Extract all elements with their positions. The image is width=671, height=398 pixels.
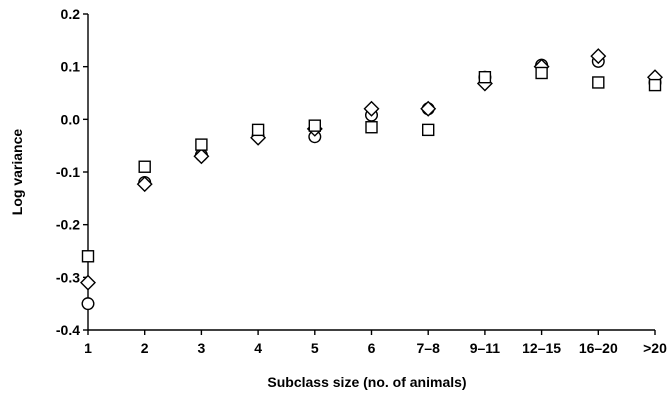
- point-square-5: [365, 121, 378, 134]
- y-tick-label-0: -0.4: [56, 322, 80, 338]
- point-diamond-0: [80, 274, 96, 291]
- x-tick-label-5: 6: [368, 340, 376, 356]
- point-square-2: [195, 138, 208, 151]
- x-tick-label-1: 2: [141, 340, 149, 356]
- data-points: [80, 48, 663, 311]
- point-diamond-1: [136, 176, 153, 193]
- x-tick-label-3: 4: [254, 340, 262, 356]
- y-tick-label-1: -0.3: [56, 269, 80, 285]
- y-tick-label-6: 0.2: [61, 6, 81, 22]
- x-tick-label-7: 9–11: [470, 340, 501, 356]
- x-tick-label-10: >20: [643, 340, 667, 356]
- y-ticks: -0.4 -0.3 -0.2 -0.1 0.0 0.1 0.2: [56, 6, 88, 338]
- y-axis-title: Log variance: [9, 129, 25, 216]
- point-square-10: [648, 78, 662, 92]
- point-diamond-2: [193, 148, 210, 165]
- point-square-4: [308, 119, 321, 132]
- x-tick-label-4: 5: [311, 340, 319, 356]
- point-circle-0: [81, 297, 95, 311]
- point-square-8: [535, 66, 548, 80]
- x-tick-label-9: 16–20: [579, 340, 618, 356]
- x-tick-label-8: 12–15: [522, 340, 561, 356]
- point-square-6: [422, 123, 435, 137]
- x-tick-label-0: 1: [84, 340, 92, 356]
- axes: [87, 14, 655, 331]
- point-diamond-9: [590, 48, 607, 65]
- x-ticks: 1 2 3 4 5 6 7–8 9–11 12–15 16–20 >20: [84, 330, 667, 356]
- point-square-9: [592, 76, 605, 89]
- point-square-1: [138, 160, 151, 173]
- point-square-3: [251, 123, 265, 137]
- y-tick-label-3: -0.1: [56, 164, 80, 180]
- y-tick-label-5: 0.1: [61, 59, 81, 75]
- x-tick-label-6: 7–8: [417, 340, 441, 356]
- point-diamond-5: [363, 100, 380, 117]
- point-square-0: [81, 250, 95, 263]
- y-tick-label-2: -0.2: [56, 217, 80, 233]
- x-axis-title: Subclass size (no. of animals): [267, 374, 466, 390]
- x-tick-label-2: 3: [198, 340, 206, 356]
- point-square-7: [478, 70, 492, 84]
- y-tick-label-4: 0.0: [61, 111, 81, 127]
- point-diamond-6: [420, 100, 437, 117]
